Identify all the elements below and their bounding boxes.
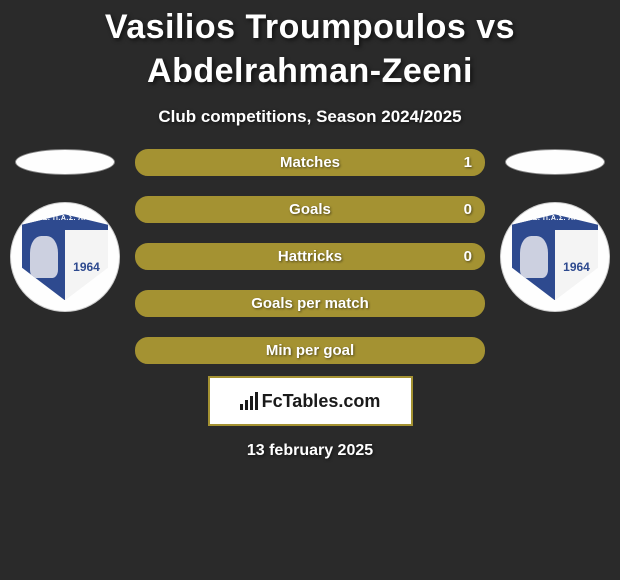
- bar-chart-icon: [240, 392, 258, 410]
- shield-year: 1964: [563, 260, 590, 274]
- date-label: 13 february 2025: [247, 442, 373, 460]
- player-left-col: 1964 Π.Α.Ε. Π.Α.Σ. ΛΑΜΙΑ: [10, 149, 120, 311]
- stat-bar-min-per-goal: Min per goal: [135, 337, 485, 364]
- brand-text: FcTables.com: [262, 391, 381, 412]
- brand-link[interactable]: FcTables.com: [208, 376, 413, 426]
- player-right-name-oval: [505, 149, 605, 175]
- body-row: 1964 Π.Α.Ε. Π.Α.Σ. ΛΑΜΙΑ Matches 1 Goals…: [0, 149, 620, 364]
- stat-label: Goals: [136, 201, 484, 218]
- stat-label: Goals per match: [136, 295, 484, 312]
- stat-label: Matches: [136, 154, 484, 171]
- stat-bar-goals: Goals 0: [135, 196, 485, 223]
- club-left-logo[interactable]: 1964 Π.Α.Ε. Π.Α.Σ. ΛΑΜΙΑ: [11, 203, 119, 311]
- stat-label: Min per goal: [136, 342, 484, 359]
- stats-column: Matches 1 Goals 0 Hattricks 0 Goals per …: [135, 149, 485, 364]
- stat-bar-matches: Matches 1: [135, 149, 485, 176]
- stat-label: Hattricks: [136, 248, 484, 265]
- stat-bar-goals-per-match: Goals per match: [135, 290, 485, 317]
- stat-right-value: 0: [464, 201, 472, 218]
- club-right-logo[interactable]: 1964 Π.Α.Ε. Π.Α.Σ. ΛΑΜΙΑ: [501, 203, 609, 311]
- shield-band: Π.Α.Ε. Π.Α.Σ. ΛΑΜΙΑ: [512, 214, 598, 230]
- shield-year: 1964: [73, 260, 100, 274]
- page-title: Vasilios Troumpoulos vs Abdelrahman-Zeen…: [0, 5, 620, 93]
- stat-bar-hattricks: Hattricks 0: [135, 243, 485, 270]
- player-right-col: 1964 Π.Α.Ε. Π.Α.Σ. ΛΑΜΙΑ: [500, 149, 610, 311]
- stat-right-value: 0: [464, 248, 472, 265]
- stat-right-value: 1: [464, 154, 472, 171]
- shield-band: Π.Α.Ε. Π.Α.Σ. ΛΑΜΙΑ: [22, 214, 108, 230]
- comparison-card: Vasilios Troumpoulos vs Abdelrahman-Zeen…: [0, 0, 620, 580]
- player-left-name-oval: [15, 149, 115, 175]
- season-subtitle: Club competitions, Season 2024/2025: [158, 107, 461, 127]
